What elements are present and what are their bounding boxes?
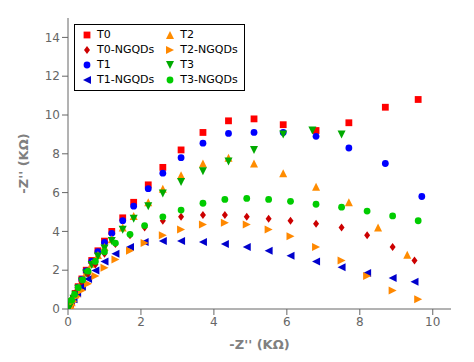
html-text:T0: T0: [97, 28, 111, 41]
svg-text:0: 0: [64, 315, 72, 329]
html-text:T2: T2: [180, 28, 194, 41]
svg-text:12: 12: [45, 69, 60, 83]
html-text:T2-NGQDs: T2-NGQDs: [180, 43, 238, 56]
html-text:T0-NGQDs: T0-NGQDs: [97, 43, 155, 56]
svg-text:8: 8: [356, 315, 364, 329]
svg-text:2: 2: [137, 315, 145, 329]
svg-text:6: 6: [52, 186, 60, 200]
svg-text:-Z'' (KΩ): -Z'' (KΩ): [16, 133, 31, 193]
svg-text:2: 2: [52, 263, 60, 277]
html-text:T3: T3: [180, 58, 194, 71]
svg-text:6: 6: [283, 315, 291, 329]
html-text:T3-NGQDs: T3-NGQDs: [180, 73, 238, 86]
html-text:T1: T1: [97, 58, 111, 71]
html-text:T1-NGQDs: T1-NGQDs: [97, 73, 155, 86]
svg-text:-Z'' (KΩ): -Z'' (KΩ): [229, 337, 289, 352]
svg-text:10: 10: [45, 108, 60, 122]
svg-text:10: 10: [425, 315, 440, 329]
svg-text:4: 4: [52, 225, 60, 239]
svg-text:14: 14: [45, 31, 60, 45]
svg-text:8: 8: [52, 147, 60, 161]
svg-text:4: 4: [210, 315, 218, 329]
svg-text:0: 0: [52, 302, 60, 316]
